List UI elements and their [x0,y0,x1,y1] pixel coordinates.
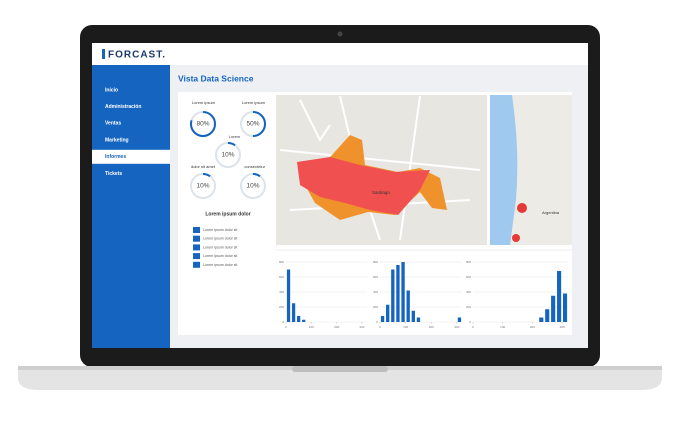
map-point [517,203,527,213]
logo-mark [102,49,105,59]
y-tick-label: 0 [469,320,471,324]
x-tick-label: 200 [429,325,434,329]
gauge-value: 10% [196,183,209,190]
gauge-value: 80% [196,121,209,128]
list-swatch [193,261,200,268]
gauge-arc [240,111,266,137]
bar [286,269,291,322]
y-tick-label: 200 [373,305,378,309]
y-tick-label: 200 [466,305,471,309]
gauge-value: 50% [246,121,259,128]
bar [416,317,421,322]
logo: FORCAST. [108,50,166,61]
top-bar [92,43,588,65]
page-title: Vista Data Science [178,73,254,83]
list-title: Lorem ipsum dolor [205,211,250,217]
list-swatch [193,244,200,251]
y-tick-label: 0 [282,320,284,324]
y-tick-label: 800 [466,260,471,264]
x-tick-label: 100 [500,325,505,329]
y-tick-label: 400 [466,290,471,294]
list-item: Lorem ipsum dolor sit [203,237,237,241]
sidebar-item[interactable]: Ventas [105,121,121,127]
gauge-arc [215,142,241,168]
bar [411,310,415,322]
list-swatch [193,253,200,260]
gauge-arc [240,173,266,199]
y-tick-label: 800 [279,260,284,264]
bar [380,316,385,322]
bar [562,293,568,322]
x-tick-label: 300 [560,325,565,329]
bar [557,271,562,322]
bar [406,290,410,322]
y-tick-label: 600 [279,275,284,279]
list-swatch [193,235,200,242]
x-tick-label: 100 [403,325,408,329]
sidebar-item[interactable]: Informes [105,154,126,160]
x-tick-label: 0 [379,325,381,329]
x-tick-label: 100 [309,325,314,329]
bar [457,317,462,322]
map-label: Argentina [542,210,560,215]
sidebar-item[interactable]: Marketing [105,137,129,143]
gauge-arc [190,173,216,199]
camera [337,31,343,37]
laptop-notch [292,366,388,372]
bar [539,317,544,322]
bar [386,304,390,322]
sidebar-item[interactable]: Tickets [105,171,122,177]
map-label: Santiago [372,190,390,195]
gauge-value: 10% [246,183,259,190]
y-tick-label: 600 [373,275,378,279]
bar [302,319,306,322]
y-tick-label: 200 [279,305,284,309]
bar [297,316,301,322]
x-tick-label: 0 [285,325,287,329]
gauge-label: consectetur [244,164,265,169]
x-tick-label: 200 [530,325,535,329]
region-red [297,157,430,215]
sidebar-item[interactable]: Administración [105,104,141,110]
x-tick-label: 0 [472,325,474,329]
sidebar [92,65,170,348]
list-item: Lorem ipsum dolor sit [203,263,237,267]
y-tick-label: 400 [373,290,378,294]
list-swatch [193,227,200,233]
x-tick-label: 300 [359,325,364,329]
map-point [512,234,520,242]
x-tick-label: 300 [454,325,459,329]
bar [291,303,296,322]
gauge-label: Lorem ipsum [192,100,216,105]
gauge-label: dolor sit amet [191,164,216,169]
y-tick-label: 800 [373,260,378,264]
bar [545,309,550,322]
y-tick-label: 0 [376,320,378,324]
laptop-base [18,366,662,390]
map: Santiago Argentina [276,95,572,245]
sidebar-item[interactable]: Inicio [105,87,118,93]
gauge-value: 10% [221,152,234,159]
gauge-label: Lorem ipsum [242,100,266,105]
y-tick-label: 600 [466,275,471,279]
y-tick-label: 400 [279,290,284,294]
bar [396,265,400,322]
ocean [490,95,518,245]
bar [551,295,556,322]
gauge-label: Lorem [229,134,241,139]
bar [401,262,405,322]
list-item: Lorem ipsum dolor sit [203,245,237,249]
gauge-arc [190,111,216,137]
list-item: Lorem ipsum dolor sit [203,254,237,258]
sidebar-active [92,149,170,164]
bar [391,269,395,322]
list-item: Lorem ipsum dolor sit [203,228,237,232]
x-tick-label: 200 [334,325,339,329]
